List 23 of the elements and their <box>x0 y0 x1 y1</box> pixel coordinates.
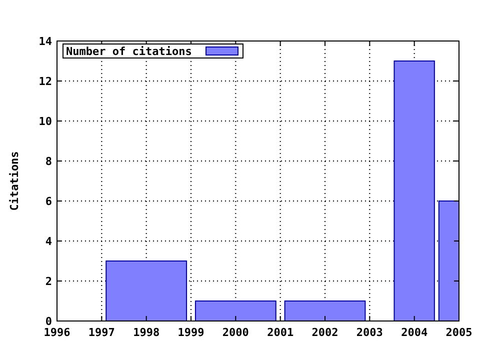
y-tick-label: 8 <box>45 155 52 168</box>
x-tick-label: 2004 <box>401 326 428 339</box>
y-tick-label: 12 <box>38 75 52 88</box>
x-tick-label: 2003 <box>356 326 383 339</box>
x-tick-label: 2001 <box>267 326 294 339</box>
x-tick-label: 2002 <box>312 326 338 339</box>
x-tick-label: 1997 <box>88 326 115 339</box>
y-tick-label: 2 <box>45 275 52 288</box>
bar <box>194 300 276 321</box>
y-axis-title: Citations <box>8 151 21 211</box>
x-tick-label: 1996 <box>44 326 71 339</box>
x-tick-label: 2005 <box>446 326 472 339</box>
y-tick-label: 10 <box>38 115 52 128</box>
x-tick-label: 2000 <box>222 326 249 339</box>
x-tick-label: 1999 <box>178 326 204 339</box>
bar <box>284 300 366 321</box>
y-tick-label: 4 <box>45 235 52 248</box>
y-tick-label: 14 <box>38 35 52 48</box>
x-tick-label: 1998 <box>133 326 160 339</box>
y-tick-label: 0 <box>45 315 52 328</box>
y-tick-label: 6 <box>45 195 52 208</box>
bar <box>106 260 188 321</box>
legend-label: Number of citations <box>66 45 192 58</box>
